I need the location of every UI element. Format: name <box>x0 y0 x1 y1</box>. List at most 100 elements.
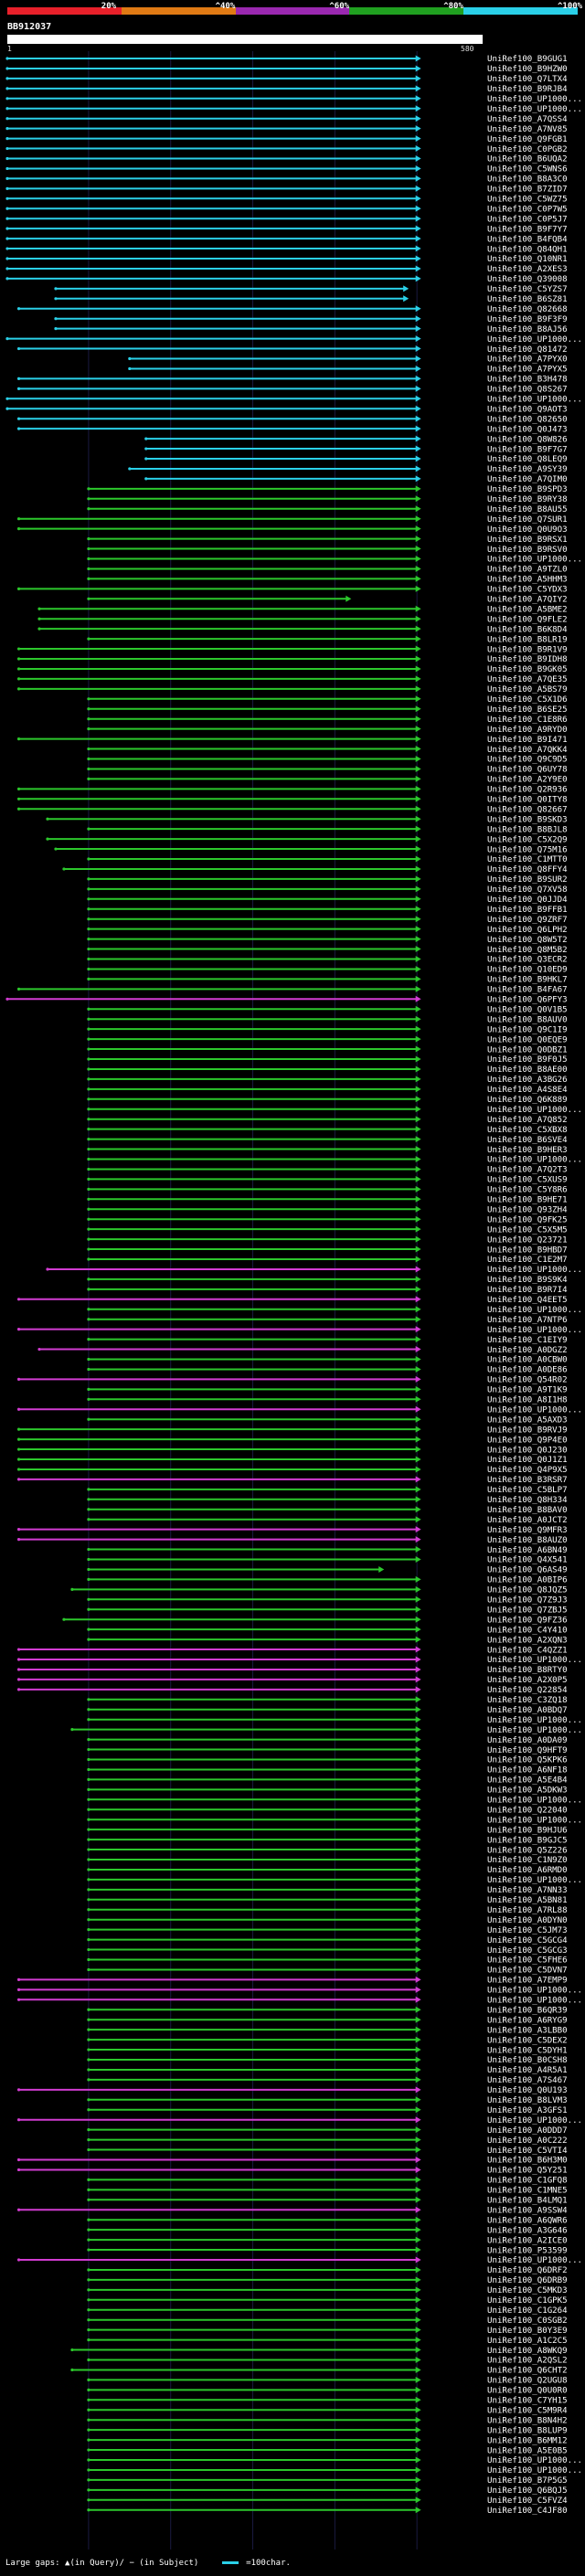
hit-label[interactable]: UniRef100_B9FFB1 <box>487 906 568 915</box>
hit-label[interactable]: UniRef100_B9R7I4 <box>487 1286 568 1295</box>
hit-label[interactable]: UniRef100_UP1000... <box>487 1716 582 1725</box>
hit-label[interactable]: UniRef100_Q0J473 <box>487 425 568 434</box>
hit-label[interactable]: UniRef100_Q6UY78 <box>487 766 568 775</box>
hit-label[interactable]: UniRef100_UP1000... <box>487 95 582 104</box>
hit-label[interactable]: UniRef100_Q7Z9J3 <box>487 1596 568 1606</box>
hit-label[interactable]: UniRef100_A5BN81 <box>487 1896 568 1905</box>
hit-label[interactable]: UniRef100_B6QR39 <box>487 2006 568 2015</box>
hit-label[interactable]: UniRef100_A2ICE0 <box>487 2236 568 2245</box>
hit-label[interactable]: UniRef100_A1C2C5 <box>487 2337 568 2346</box>
hit-label[interactable]: UniRef100_C5FVZ4 <box>487 2496 568 2506</box>
hit-label[interactable]: UniRef100_Q9FZ36 <box>487 1616 568 1625</box>
hit-label[interactable]: UniRef100_A5BS79 <box>487 685 568 694</box>
hit-label[interactable]: UniRef100_B9S9K4 <box>487 1276 568 1285</box>
hit-label[interactable]: UniRef100_UP1000... <box>487 2116 582 2125</box>
hit-label[interactable]: UniRef100_UP1000... <box>487 1656 582 1665</box>
hit-label[interactable]: UniRef100_C5MKD3 <box>487 2286 568 2295</box>
hit-label[interactable]: UniRef100_Q8W5T2 <box>487 936 568 945</box>
hit-label[interactable]: UniRef100_A6NF18 <box>487 1766 568 1776</box>
hit-label[interactable]: UniRef100_Q9C1I9 <box>487 1025 568 1034</box>
hit-label[interactable]: UniRef100_Q9C9D5 <box>487 756 568 765</box>
hit-label[interactable]: UniRef100_Q22854 <box>487 1686 568 1695</box>
hit-label[interactable]: UniRef100_A8WKQ9 <box>487 2347 568 2356</box>
hit-label[interactable]: UniRef100_B8AJ56 <box>487 325 568 334</box>
hit-label[interactable]: UniRef100_Q9FLE2 <box>487 615 568 624</box>
hit-label[interactable]: UniRef100_A7QE35 <box>487 675 568 684</box>
hit-label[interactable]: UniRef100_A3GFS1 <box>487 2106 568 2115</box>
hit-label[interactable]: UniRef100_Q54R02 <box>487 1376 568 1385</box>
hit-label[interactable]: UniRef100_Q8W826 <box>487 435 568 444</box>
hit-label[interactable]: UniRef100_B9GUG1 <box>487 55 568 64</box>
hit-label[interactable]: UniRef100_B9SKD3 <box>487 815 568 824</box>
hit-label[interactable]: UniRef100_C5XUS9 <box>487 1176 568 1185</box>
hit-label[interactable]: UniRef100_Q82668 <box>487 305 568 314</box>
hit-label[interactable]: UniRef100_C0SGB2 <box>487 2316 568 2326</box>
hit-label[interactable]: UniRef100_C5JM73 <box>487 1926 568 1935</box>
hit-label[interactable]: UniRef100_B9HBD7 <box>487 1246 568 1255</box>
hit-label[interactable]: UniRef100_Q0ITY8 <box>487 796 568 805</box>
hit-label[interactable]: UniRef100_C5DEX2 <box>487 2036 568 2045</box>
hit-label[interactable]: UniRef100_A5HHM3 <box>487 576 568 585</box>
hit-label[interactable]: UniRef100_A0JCT2 <box>487 1516 568 1525</box>
hit-label[interactable]: UniRef100_Q6DRB9 <box>487 2276 568 2285</box>
hit-label[interactable]: UniRef100_Q8LEQ9 <box>487 455 568 464</box>
hit-label[interactable]: UniRef100_B9HZW0 <box>487 65 568 74</box>
hit-label[interactable]: UniRef100_C1GPK5 <box>487 2296 568 2306</box>
hit-label[interactable]: UniRef100_C5FHE6 <box>487 1956 568 1966</box>
hit-label[interactable]: UniRef100_B8AUZ0 <box>487 1536 568 1545</box>
hit-label[interactable]: UniRef100_Q9HFT9 <box>487 1746 568 1755</box>
hit-label[interactable]: UniRef100_A7PYX0 <box>487 355 568 365</box>
hit-label[interactable]: UniRef100_UP1000... <box>487 1726 582 1735</box>
hit-label[interactable]: UniRef100_A7PYX5 <box>487 366 568 375</box>
hit-label[interactable]: UniRef100_A7QKK4 <box>487 746 568 755</box>
hit-label[interactable]: UniRef100_A3LBB0 <box>487 2026 568 2035</box>
hit-label[interactable]: UniRef100_B3RSR7 <box>487 1476 568 1485</box>
hit-label[interactable]: UniRef100_Q0U193 <box>487 2086 568 2095</box>
hit-label[interactable]: UniRef100_C3ZQ18 <box>487 1696 568 1705</box>
hit-label[interactable]: UniRef100_A7QSS4 <box>487 115 568 124</box>
hit-label[interactable]: UniRef100_A2QSL2 <box>487 2357 568 2366</box>
hit-label[interactable]: UniRef100_B8A3C0 <box>487 175 568 185</box>
hit-label[interactable]: UniRef100_A0DA09 <box>487 1736 568 1745</box>
hit-label[interactable]: UniRef100_B8AUV0 <box>487 1015 568 1024</box>
hit-label[interactable]: UniRef100_UP1000... <box>487 1326 582 1335</box>
hit-label[interactable]: UniRef100_UP1000... <box>487 1156 582 1165</box>
hit-label[interactable]: UniRef100_Q5Z226 <box>487 1846 568 1855</box>
hit-label[interactable]: UniRef100_A0DE86 <box>487 1366 568 1375</box>
hit-label[interactable]: UniRef100_B8AE00 <box>487 1065 568 1075</box>
hit-label[interactable]: UniRef100_Q0J230 <box>487 1446 568 1455</box>
hit-label[interactable]: UniRef100_A0CBW0 <box>487 1356 568 1365</box>
hit-label[interactable]: UniRef100_Q0V1B5 <box>487 1005 568 1014</box>
hit-label[interactable]: UniRef100_B6SE25 <box>487 705 568 715</box>
hit-label[interactable]: UniRef100_B9SUR2 <box>487 875 568 885</box>
hit-label[interactable]: UniRef100_B0CSH8 <box>487 2056 568 2065</box>
hit-label[interactable]: UniRef100_C5X5M5 <box>487 1225 568 1235</box>
hit-label[interactable]: UniRef100_Q4P9X5 <box>487 1466 568 1475</box>
hit-label[interactable]: UniRef100_Q8H334 <box>487 1496 568 1505</box>
hit-label[interactable]: UniRef100_C5YZS7 <box>487 285 568 294</box>
hit-label[interactable]: UniRef100_C1MTT0 <box>487 855 568 864</box>
hit-label[interactable]: UniRef100_A7QIM0 <box>487 475 568 484</box>
hit-label[interactable]: UniRef100_Q9P4E0 <box>487 1436 568 1445</box>
hit-label[interactable]: UniRef100_Q7LTX4 <box>487 75 568 84</box>
hit-label[interactable]: UniRef100_B9I471 <box>487 736 568 745</box>
hit-label[interactable]: UniRef100_C0P7W5 <box>487 205 568 214</box>
hit-label[interactable]: UniRef100_Q82650 <box>487 415 568 424</box>
hit-label[interactable]: UniRef100_A5E0B5 <box>487 2446 568 2455</box>
hit-label[interactable]: UniRef100_Q7XV58 <box>487 885 568 895</box>
hit-label[interactable]: UniRef100_A7EMP9 <box>487 1977 568 1986</box>
hit-label[interactable]: UniRef100_A5AXD3 <box>487 1415 568 1425</box>
hit-label[interactable]: UniRef100_A6QWR6 <box>487 2216 568 2225</box>
hit-label[interactable]: UniRef100_UP1000... <box>487 335 582 345</box>
hit-label[interactable]: UniRef100_UP1000... <box>487 2466 582 2475</box>
hit-label[interactable]: UniRef100_A7NV85 <box>487 125 568 134</box>
hit-label[interactable]: UniRef100_A7NTP6 <box>487 1316 568 1325</box>
hit-label[interactable]: UniRef100_A7Q2T3 <box>487 1166 568 1175</box>
hit-label[interactable]: UniRef100_UP1000... <box>487 1876 582 1885</box>
hit-label[interactable]: UniRef100_B6SZ81 <box>487 295 568 304</box>
hit-label[interactable]: UniRef100_B8N4H2 <box>487 2416 568 2425</box>
hit-label[interactable]: UniRef100_Q84QH1 <box>487 245 568 254</box>
hit-label[interactable]: UniRef100_P53599 <box>487 2246 568 2255</box>
hit-label[interactable]: UniRef100_Q39008 <box>487 275 568 284</box>
hit-label[interactable]: UniRef100_C5WZ75 <box>487 196 568 205</box>
